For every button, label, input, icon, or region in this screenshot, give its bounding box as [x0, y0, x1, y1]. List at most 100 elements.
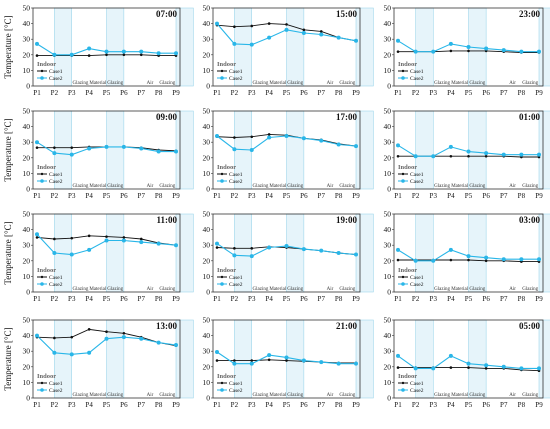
data-point-case2 — [52, 151, 57, 156]
data-point-case2 — [537, 366, 541, 371]
band-label: Glazing — [339, 393, 355, 398]
y-tick-label: 50 — [203, 210, 211, 219]
band-label: Glazing — [287, 393, 303, 398]
data-point-case2 — [121, 144, 126, 149]
band-label: Air — [147, 184, 154, 189]
y-tick-label: 0 — [387, 288, 391, 297]
band-label: Air — [147, 287, 154, 292]
x-tick-label: P9 — [535, 295, 543, 303]
legend-title: Indoor — [37, 164, 56, 171]
y-tick-label: 10 — [203, 378, 211, 387]
data-point-case2 — [501, 257, 506, 262]
data-point-case1 — [449, 154, 453, 158]
y-tick-label: 20 — [384, 362, 392, 371]
data-point-case2 — [156, 340, 161, 345]
x-tick-label: P6 — [482, 401, 490, 409]
panel-title: 23:00 — [519, 9, 540, 19]
data-point-case2 — [354, 144, 358, 149]
legend-marker — [40, 69, 44, 73]
x-tick-label: P8 — [518, 89, 526, 97]
data-point-case2 — [69, 352, 74, 357]
x-tick-label: P1 — [33, 295, 41, 303]
y-tick-label: 20 — [384, 256, 392, 265]
x-tick-label: P3 — [68, 89, 76, 97]
x-tick-label: P6 — [120, 295, 128, 303]
x-tick-label: P1 — [394, 295, 402, 303]
y-tick-label: 10 — [23, 169, 31, 178]
legend-marker — [220, 172, 224, 176]
y-axis-label: Temperature [°C] — [3, 327, 13, 390]
x-tick-label: P8 — [155, 401, 163, 409]
band-label: Glazing — [73, 393, 89, 398]
legend-entry: Case1 — [410, 172, 424, 178]
x-tick-label: P7 — [138, 192, 146, 200]
data-point-case2 — [35, 140, 39, 145]
data-point-case2 — [448, 353, 453, 358]
data-point-case2 — [121, 238, 126, 243]
legend-marker — [401, 388, 405, 392]
legend-title: Indoor — [217, 164, 236, 171]
x-tick-label: P9 — [172, 192, 180, 200]
x-tick-label: P8 — [518, 401, 526, 409]
legend-entry: Case1 — [49, 69, 63, 75]
x-tick-label: P3 — [248, 89, 256, 97]
data-point-case2 — [104, 336, 109, 341]
data-point-case1 — [467, 366, 470, 369]
x-tick-label: P1 — [213, 192, 221, 200]
band-label: Air — [509, 184, 516, 189]
band-label: Glazing — [107, 393, 123, 398]
y-tick-label: 20 — [203, 256, 211, 265]
x-tick-label: P4 — [265, 401, 273, 409]
x-tick-label: P3 — [248, 192, 256, 200]
panel-title: 15:00 — [336, 9, 357, 19]
x-tick-label: P7 — [500, 89, 508, 97]
y-tick-label: 30 — [23, 347, 31, 356]
data-point-case2 — [519, 257, 524, 262]
x-tick-label: P8 — [335, 192, 343, 200]
y-tick-label: 40 — [203, 331, 211, 340]
data-point-case2 — [501, 364, 506, 369]
x-tick-label: P6 — [300, 89, 308, 97]
data-point-case2 — [319, 248, 324, 253]
legend-entry: Case2 — [229, 179, 243, 185]
band-label: Glazing — [107, 287, 123, 292]
data-point-case2 — [156, 51, 161, 56]
y-tick-label: 0 — [26, 394, 30, 403]
data-point-case2 — [174, 342, 178, 347]
y-tick-label: 30 — [384, 138, 392, 147]
data-point-case2 — [284, 133, 289, 138]
band-label: Glazing — [73, 81, 89, 86]
data-point-case1 — [233, 25, 236, 29]
x-tick-label: P5 — [283, 192, 291, 200]
data-point-case1 — [396, 50, 400, 53]
y-tick-label: 30 — [384, 241, 392, 250]
y-tick-label: 0 — [206, 394, 210, 403]
x-tick-label: P6 — [300, 192, 308, 200]
x-tick-label: P6 — [300, 401, 308, 409]
data-point-case2 — [484, 255, 489, 260]
x-tick-label: P9 — [535, 192, 543, 200]
x-tick-label: P8 — [335, 89, 343, 97]
y-tick-label: 10 — [203, 272, 211, 281]
data-point-case1 — [449, 49, 453, 53]
y-tick-label: 40 — [384, 225, 392, 234]
data-point-case1 — [233, 136, 236, 139]
data-point-case2 — [156, 241, 161, 246]
y-tick-label: 30 — [203, 347, 211, 356]
x-tick-label: P4 — [265, 295, 273, 303]
legend-entry: Case1 — [410, 275, 424, 281]
panel-title: 03:00 — [519, 215, 540, 225]
data-point-case1 — [139, 237, 143, 241]
x-tick-label: P5 — [103, 192, 111, 200]
x-tick-label: P2 — [412, 295, 420, 303]
legend-title: Indoor — [217, 373, 236, 380]
data-point-case2 — [431, 154, 436, 159]
x-tick-label: P6 — [482, 192, 490, 200]
data-point-case2 — [249, 361, 254, 366]
legend-marker — [40, 76, 44, 80]
band-label: Material — [451, 287, 469, 292]
glazing-band — [175, 319, 194, 399]
x-tick-label: P4 — [85, 401, 93, 409]
x-tick-label: P7 — [500, 401, 508, 409]
band-label: Material — [89, 81, 107, 86]
